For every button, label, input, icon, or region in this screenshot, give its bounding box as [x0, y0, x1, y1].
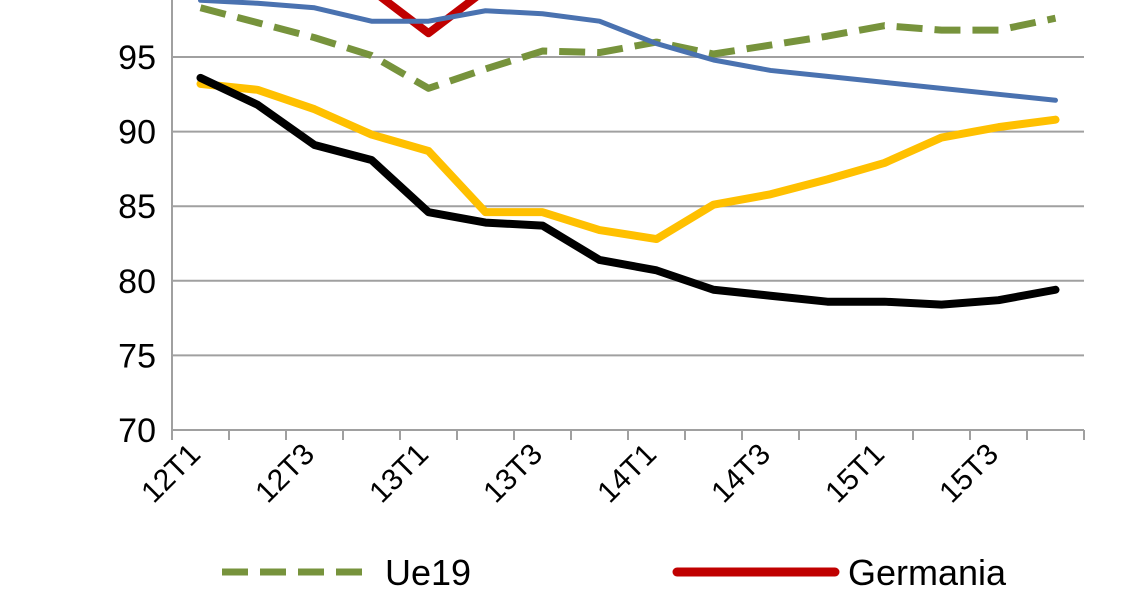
x-tick-label: 12T3 [249, 438, 321, 510]
x-tick-label: 13T1 [363, 438, 435, 510]
y-tick-label: 85 [118, 188, 156, 226]
legend-label: Germania [848, 552, 1007, 591]
series-line [196, 73, 1060, 309]
y-tick-label: 70 [118, 412, 156, 450]
y-tick-label: 80 [118, 263, 156, 301]
y-tick-label: 90 [118, 114, 156, 152]
x-tick-label: 14T1 [591, 438, 663, 510]
legend-label: Ue19 [385, 552, 471, 591]
x-tick-label: 14T3 [705, 438, 777, 510]
y-tick-label: 75 [118, 337, 156, 375]
x-tick-label: 15T1 [819, 438, 891, 510]
series-line [198, 0, 1058, 103]
series-line [378, 0, 479, 38]
series-line [199, 4, 1057, 92]
x-tick-label: 15T3 [933, 438, 1005, 510]
x-tick-label: 13T3 [477, 438, 549, 510]
y-tick-label: 95 [118, 39, 156, 77]
series-line [196, 79, 1060, 244]
